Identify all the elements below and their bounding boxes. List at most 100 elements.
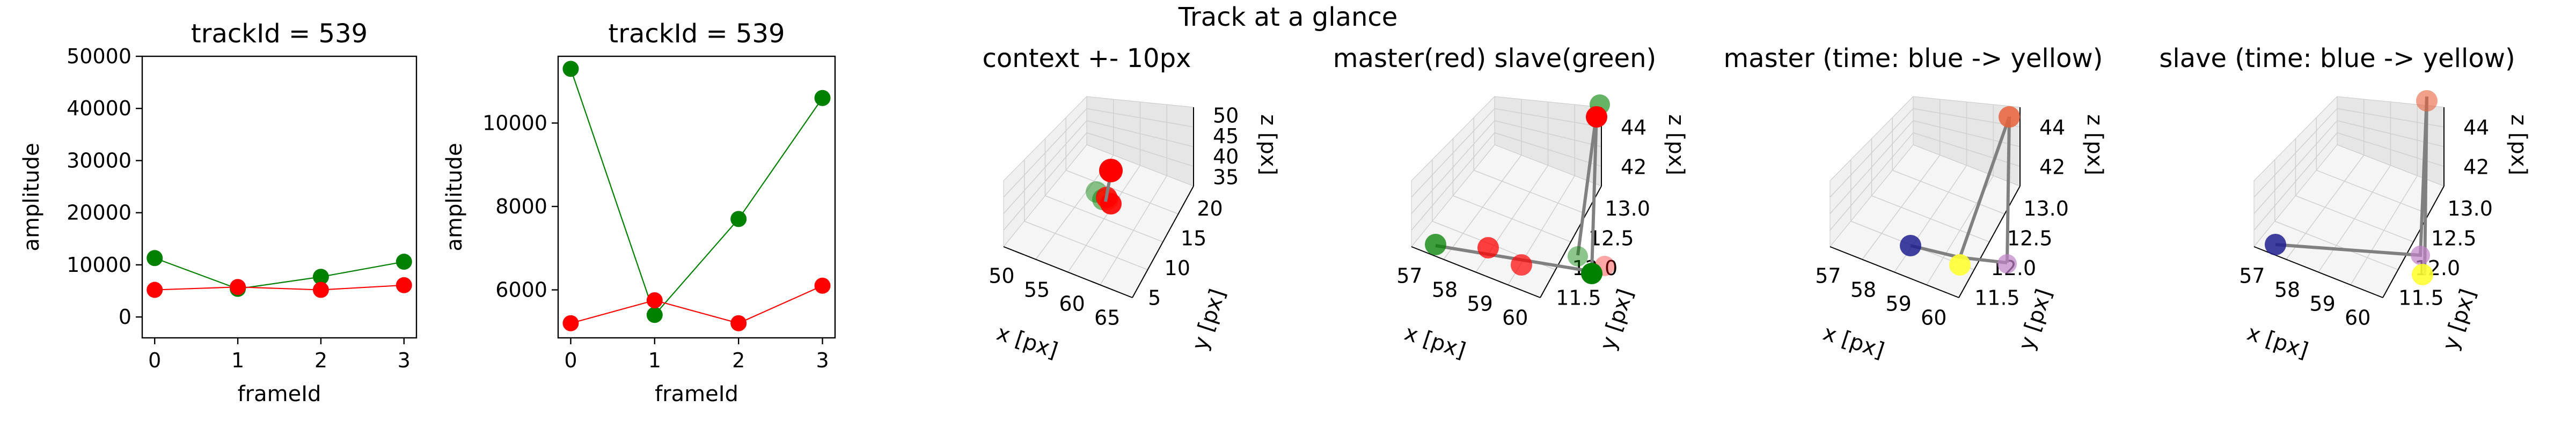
- master-point: [1586, 106, 1607, 128]
- x-tick-label: 59: [1467, 292, 1492, 316]
- 3d-panel-4: slave (time: blue -> yellow) 57 58 59 60 x [p…: [2159, 43, 2531, 364]
- x-tick-label: 57: [2239, 264, 2265, 288]
- z-axis-label: z [px]: [1664, 114, 1688, 175]
- slave-point-t3: [2416, 90, 2438, 112]
- data-point: [646, 292, 663, 308]
- plot-frame: [141, 55, 418, 339]
- chart-title: trackId = 539: [608, 19, 785, 49]
- 3d-panel-3: master (time: blue -> yellow) 57 58 59 60 x […: [1724, 43, 2107, 364]
- grid-line: [1086, 108, 1194, 128]
- x-tick-label: 58: [1432, 278, 1458, 302]
- z-tick-label: 44: [2463, 116, 2489, 139]
- x-tick-label: 1: [648, 349, 661, 372]
- y-axis-label: y [px]: [2014, 286, 2057, 353]
- line-chart-2: trackId = 539 frameId 6000 8000 10000 amplitu…: [442, 19, 836, 406]
- master-point: [1477, 237, 1499, 258]
- x-tick-label: 50: [989, 264, 1014, 288]
- grid-line: [2253, 108, 2338, 198]
- x-axis-label: x [px]: [1401, 321, 1468, 364]
- x-tick-label: 59: [2309, 292, 2335, 316]
- z-tick-label: 40: [1213, 145, 1239, 168]
- track-segment: [2006, 116, 2011, 263]
- track-segment: [1576, 112, 1598, 256]
- slave-point-t0: [2265, 234, 2286, 255]
- x-tick-label: 60: [2345, 306, 2370, 330]
- y-axis-line: [1132, 186, 1194, 298]
- slave-point-t2: [2412, 264, 2433, 285]
- master-point-t1: [1949, 254, 1971, 276]
- x-tick-label: 2: [314, 349, 327, 372]
- data-point: [730, 315, 747, 331]
- chart-title: master (time: blue -> yellow): [1724, 43, 2103, 73]
- grid-line: [1453, 195, 1571, 242]
- x-tick-label: 60: [1059, 292, 1085, 316]
- data-point: [814, 277, 831, 294]
- x-tick-label: 0: [148, 349, 161, 372]
- y-axis-label: y [px]: [2438, 286, 2481, 353]
- y-axis-label: y [px]: [1188, 286, 1231, 353]
- z-axis-label: z [px]: [2082, 114, 2107, 175]
- x-axis-line: [1829, 246, 1959, 298]
- master-point: [1099, 159, 1123, 182]
- data-point: [814, 90, 831, 106]
- x-tick-label: 57: [1396, 264, 1422, 288]
- x-axis-label: x [px]: [1820, 321, 1887, 364]
- x-axis-line: [1003, 246, 1133, 298]
- y-tick-label: 11.5: [1556, 286, 1601, 309]
- grid-line: [2295, 195, 2414, 242]
- y-tick-label: 50000: [67, 45, 131, 68]
- 3d-panel-2: master(red) slave(green) 57 58 59 60 x [px] 11…: [1333, 43, 1688, 364]
- data-point: [312, 282, 329, 298]
- data-point: [230, 279, 246, 295]
- master-point-t3: [1999, 106, 2020, 128]
- chart-title: master(red) slave(green): [1333, 43, 1656, 73]
- y-axis-label: amplitude: [442, 143, 467, 251]
- data-point: [312, 269, 329, 285]
- y-tick-label: 11.5: [2398, 286, 2444, 309]
- data-point: [646, 307, 663, 323]
- x-tick-label: 60: [1921, 306, 1946, 330]
- line-charts: trackId = 539 frameId 0 10000 20000 30000 4000…: [19, 19, 836, 406]
- grid-line: [1100, 175, 1167, 285]
- y-tick-label: 10: [1165, 256, 1190, 280]
- grid-line: [1892, 169, 2005, 214]
- x-tick-label: 58: [2274, 278, 2300, 302]
- grid-line: [1494, 108, 1602, 128]
- y-axis-label: amplitude: [19, 143, 44, 251]
- y-tick-label: 8000: [495, 195, 547, 218]
- y-tick-label: 13.0: [2447, 197, 2493, 220]
- line-chart-1: trackId = 539 frameId 0 10000 20000 30000 4000…: [19, 19, 418, 406]
- x-tick-label: 58: [1850, 278, 1876, 302]
- y-tick-label: 10000: [67, 253, 131, 277]
- y-tick-label: 11.5: [1974, 286, 2020, 309]
- data-point: [396, 277, 412, 293]
- grid-line: [2316, 169, 2429, 214]
- y-tick-label: 12.5: [1589, 226, 1634, 250]
- track-segment: [2423, 96, 2428, 275]
- x-axis-label: x [px]: [2244, 321, 2311, 364]
- grid-line: [1065, 169, 1179, 214]
- grid-line: [1829, 108, 1914, 198]
- grid-line: [1473, 169, 1586, 214]
- z-tick-label: 45: [1213, 124, 1239, 148]
- x-tick-label: 1: [231, 349, 244, 372]
- z-axis-label: z [px]: [1256, 114, 1280, 175]
- x-tick-label: 3: [816, 349, 829, 372]
- plot-frame: [557, 55, 836, 339]
- y-tick-label: 6000: [495, 278, 547, 302]
- y-tick-label: 15: [1181, 226, 1206, 250]
- y-axis-line: [1540, 186, 1602, 298]
- x-tick-label: 3: [398, 349, 411, 372]
- y-tick-label: 10000: [482, 111, 547, 135]
- master-point-t2: [1997, 254, 2017, 273]
- y-tick-label: 13.0: [1605, 197, 1650, 220]
- track-segment: [1958, 116, 2011, 258]
- y-tick-label: 12.5: [2431, 226, 2477, 250]
- x-axis-label: x [px]: [993, 321, 1060, 364]
- x-axis-label: frameId: [655, 382, 738, 406]
- master-point: [1511, 254, 1532, 276]
- slave-point: [1581, 263, 1602, 284]
- grid-line: [1411, 108, 1495, 198]
- grid-line: [1003, 108, 1087, 198]
- z-tick-label: 42: [2039, 155, 2065, 179]
